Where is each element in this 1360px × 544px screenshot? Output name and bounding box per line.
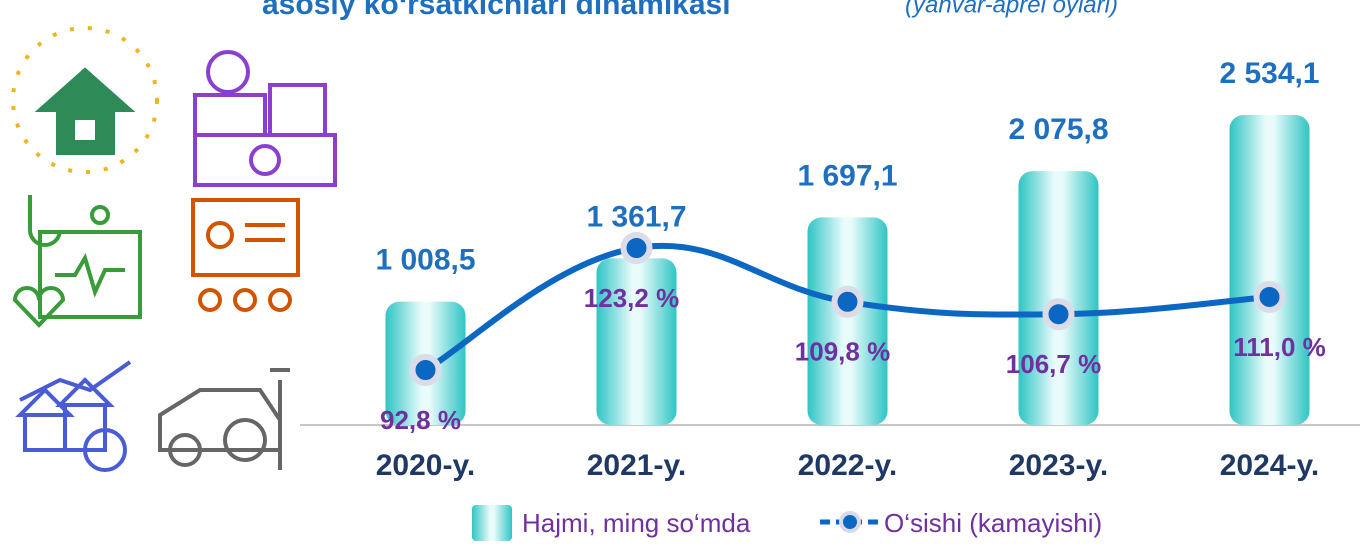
legend-label: Hajmi, ming so‘mda — [522, 508, 751, 538]
legend-label: O‘sishi (kamayishi) — [884, 508, 1102, 538]
bar — [808, 217, 888, 425]
legend-marker — [841, 513, 859, 531]
growth-value-label: 111,0 % — [1233, 332, 1326, 362]
growth-point — [1257, 284, 1283, 310]
x-tick-label: 2022-y. — [798, 449, 898, 482]
bar-value-label: 2 075,8 — [1008, 113, 1108, 146]
chart-subtitle: (yanvar-aprel oylari) — [905, 0, 1118, 18]
growth-point — [413, 357, 439, 383]
legend-swatch-bar — [472, 505, 512, 541]
growth-point — [835, 289, 861, 315]
growth-value-label: 109,8 % — [795, 337, 890, 367]
x-tick-label: 2024-y. — [1220, 449, 1320, 482]
bar-value-label: 1 697,1 — [797, 159, 897, 192]
bar — [1230, 115, 1310, 425]
page: {"chart_data": {"type": "bar-line", "tit… — [0, 0, 1360, 544]
chart-title: asosiy ko‘rsatkichlari dinamikasi — [262, 0, 731, 21]
growth-point — [1046, 301, 1072, 327]
x-tick-label: 2023-y. — [1009, 449, 1109, 482]
bar-value-label: 2 534,1 — [1219, 57, 1319, 90]
growth-value-label: 123,2 % — [584, 283, 679, 313]
growth-value-label: 106,7 % — [1006, 349, 1101, 379]
x-tick-label: 2021-y. — [587, 449, 687, 482]
bar — [1019, 171, 1099, 425]
chart: asosiy ko‘rsatkichlari dinamikasi (yanva… — [0, 0, 1360, 544]
bar-value-label: 1 008,5 — [375, 244, 475, 277]
growth-value-label: 92,8 % — [380, 405, 461, 435]
growth-point — [624, 235, 650, 261]
x-tick-label: 2020-y. — [376, 449, 476, 482]
bar-value-label: 1 361,7 — [586, 200, 686, 233]
icons — [13, 28, 335, 470]
